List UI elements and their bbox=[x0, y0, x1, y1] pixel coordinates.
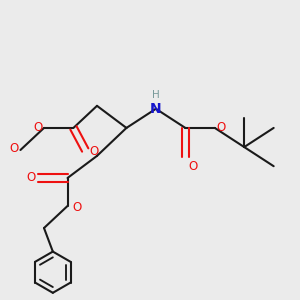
Text: H: H bbox=[152, 90, 160, 100]
Text: O: O bbox=[10, 142, 19, 155]
Text: O: O bbox=[26, 171, 36, 184]
Text: O: O bbox=[188, 160, 197, 173]
Text: O: O bbox=[216, 121, 226, 134]
Text: O: O bbox=[90, 145, 99, 158]
Text: O: O bbox=[33, 121, 43, 134]
Text: N: N bbox=[150, 102, 162, 116]
Text: O: O bbox=[72, 201, 81, 214]
